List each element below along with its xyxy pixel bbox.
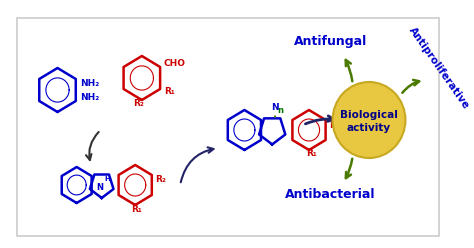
Text: activity: activity xyxy=(347,123,391,133)
Text: NH₂: NH₂ xyxy=(81,80,100,89)
Text: Biological: Biological xyxy=(340,110,398,120)
Text: Antibacterial: Antibacterial xyxy=(285,188,376,201)
Circle shape xyxy=(333,82,405,158)
Text: Antiproliferative: Antiproliferative xyxy=(407,25,471,111)
Text: Antifungal: Antifungal xyxy=(294,35,367,48)
Text: R₂: R₂ xyxy=(133,99,144,109)
Text: n: n xyxy=(277,106,283,115)
FancyBboxPatch shape xyxy=(17,18,439,236)
Text: R₁: R₁ xyxy=(306,150,317,158)
Text: R₁: R₁ xyxy=(164,88,174,96)
Text: NH₂: NH₂ xyxy=(81,93,100,101)
Text: R₂: R₂ xyxy=(329,121,340,129)
Text: N: N xyxy=(271,103,279,112)
Text: CHO: CHO xyxy=(164,60,186,68)
Text: H: H xyxy=(105,176,110,182)
Text: R₂: R₂ xyxy=(155,176,166,185)
Text: N: N xyxy=(96,183,103,192)
Text: R₁: R₁ xyxy=(131,205,142,214)
